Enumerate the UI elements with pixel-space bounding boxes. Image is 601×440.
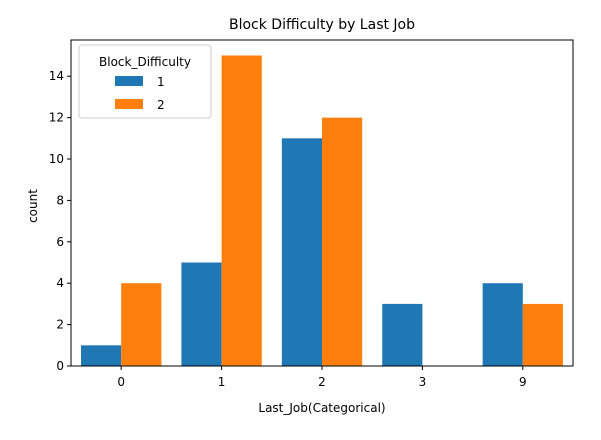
legend-label-series-1: 1 (157, 75, 165, 89)
x-tick-label: 9 (519, 375, 527, 389)
legend-frame (78, 44, 212, 119)
bar-cat-1-series-1 (181, 262, 222, 366)
bar-cat-2-series-2 (322, 117, 363, 367)
bar-cat-0-series-2 (121, 283, 162, 366)
bars-layer (81, 55, 563, 367)
bar-cat-3-series-1 (382, 303, 423, 366)
legend-swatch-series-1 (115, 76, 143, 86)
bar-cat-2-series-1 (281, 138, 322, 366)
y-tick-label: 4 (56, 276, 64, 290)
x-axis-title: Last_Job(Categorical) (258, 401, 385, 415)
bar-cat-1-series-2 (221, 55, 262, 367)
bar-cat-0-series-1 (81, 345, 122, 366)
y-tick-label: 12 (49, 111, 64, 125)
bar-cat-9-series-1 (482, 283, 523, 366)
x-tick-label: 1 (218, 375, 226, 389)
legend-label-series-2: 2 (157, 98, 165, 112)
y-tick-label: 14 (49, 69, 64, 83)
x-tick-label: 2 (318, 375, 326, 389)
chart-title: Block Difficulty by Last Job (229, 17, 415, 33)
bar-cat-9-series-2 (522, 303, 563, 366)
legend-title: Block_Difficulty (99, 55, 191, 69)
y-tick-label: 0 (56, 359, 64, 373)
legend: Block_Difficulty 1 2 (78, 44, 212, 119)
y-tick-label: 2 (56, 318, 64, 332)
y-tick-label: 6 (56, 235, 64, 249)
x-tick-label: 3 (419, 375, 427, 389)
y-tick-label: 8 (56, 193, 64, 207)
x-tick-label: 0 (117, 375, 125, 389)
y-tick-label: 10 (49, 152, 64, 166)
y-axis-title: count (26, 189, 40, 223)
legend-swatch-series-2 (115, 99, 143, 109)
